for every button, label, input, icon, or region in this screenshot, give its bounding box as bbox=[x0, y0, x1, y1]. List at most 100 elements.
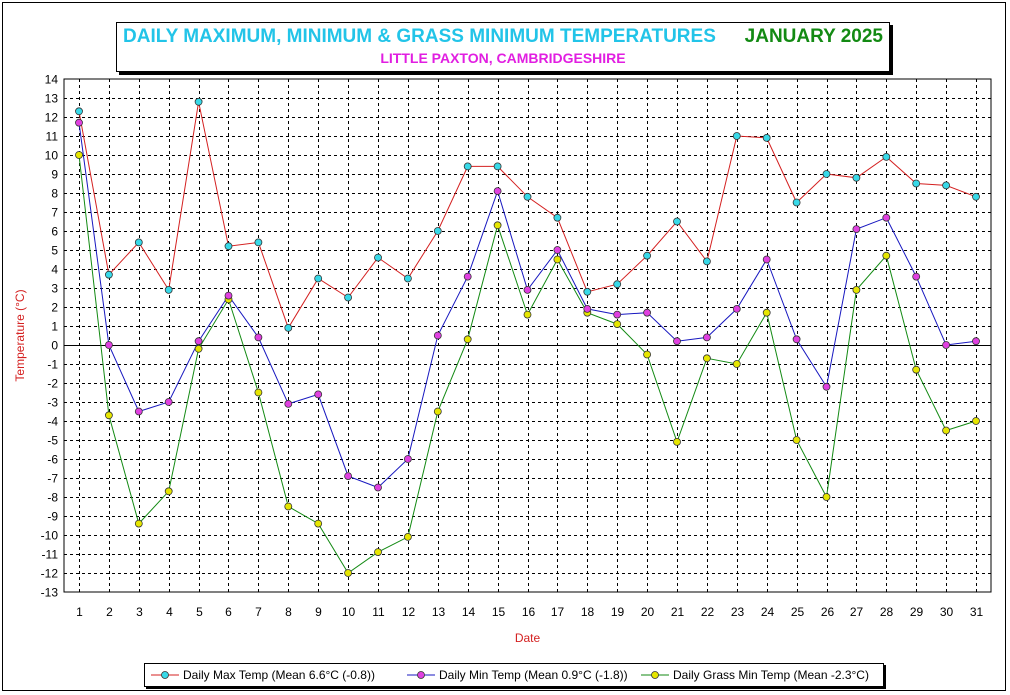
x-axis-label: Date bbox=[515, 631, 541, 645]
series-max-point bbox=[912, 179, 921, 188]
x-tick-label: 19 bbox=[611, 605, 625, 619]
series-min-point bbox=[942, 341, 950, 349]
x-tick-label: 25 bbox=[791, 605, 805, 619]
series-min-point bbox=[254, 333, 263, 342]
series-max-point bbox=[75, 107, 83, 116]
series-min-point bbox=[164, 398, 173, 406]
y-tick-label: -5 bbox=[47, 434, 58, 448]
y-tick-label: 7 bbox=[51, 206, 58, 220]
x-tick-label: 12 bbox=[402, 605, 416, 619]
series-max-point bbox=[314, 274, 323, 283]
series-max-point bbox=[703, 257, 711, 266]
series-min-point bbox=[523, 285, 532, 294]
legend-grass-swatch bbox=[641, 671, 669, 679]
legend: Daily Max Temp (Mean 6.6°C (-0.8)) Daily… bbox=[144, 663, 884, 687]
legend-min-label: Daily Min Temp (Mean 0.9°C (-1.8)) bbox=[439, 668, 628, 682]
y-tick-label: -1 bbox=[47, 358, 58, 372]
series-max-point bbox=[762, 133, 771, 142]
series-max-point bbox=[643, 251, 651, 260]
series-min-point bbox=[553, 246, 562, 254]
x-tick-label: 13 bbox=[432, 605, 446, 619]
series-max-point bbox=[852, 173, 861, 182]
y-tick-label: -10 bbox=[41, 529, 59, 543]
series-grass-point bbox=[463, 335, 472, 344]
series-grass-point bbox=[972, 417, 980, 425]
y-tick-label: 11 bbox=[46, 130, 59, 144]
y-tick-label: 3 bbox=[51, 282, 58, 296]
series-grass-point bbox=[374, 548, 382, 556]
x-tick-label: 14 bbox=[462, 605, 476, 619]
series-max-point bbox=[822, 170, 831, 178]
series-min-point bbox=[75, 118, 83, 127]
y-tick-label: 8 bbox=[51, 187, 58, 201]
series-max-point bbox=[224, 242, 233, 251]
series-grass-point bbox=[673, 437, 681, 446]
series-grass-point bbox=[493, 221, 502, 230]
series-max-point bbox=[493, 162, 502, 171]
x-tick-label: 31 bbox=[970, 605, 984, 619]
x-tick-label: 9 bbox=[315, 605, 322, 619]
series-max-point bbox=[523, 192, 532, 201]
series-grass-point bbox=[613, 320, 622, 329]
x-tick-label: 8 bbox=[285, 605, 292, 619]
y-tick-label: 12 bbox=[45, 111, 59, 125]
x-tick-label: 22 bbox=[701, 605, 715, 619]
series-grass-point bbox=[433, 407, 442, 416]
y-tick-label: -4 bbox=[47, 415, 58, 429]
series-min-point bbox=[912, 272, 921, 281]
series-min-point bbox=[852, 225, 861, 234]
series-max-point bbox=[284, 323, 293, 332]
legend-min-swatch bbox=[407, 671, 435, 679]
x-tick-label: 26 bbox=[821, 605, 835, 619]
y-tick-label: 14 bbox=[45, 73, 59, 87]
x-tick-label: 17 bbox=[551, 605, 565, 619]
series-grass-point bbox=[912, 365, 921, 374]
x-tick-label: 3 bbox=[136, 605, 143, 619]
y-tick-label: -3 bbox=[47, 396, 58, 410]
series-max-point bbox=[344, 293, 353, 302]
series-min-point bbox=[972, 337, 980, 346]
legend-max-label: Daily Max Temp (Mean 6.6°C (-0.8)) bbox=[183, 668, 375, 682]
series-min-point bbox=[314, 390, 323, 399]
legend-item-max: Daily Max Temp (Mean 6.6°C (-0.8)) bbox=[151, 664, 375, 686]
y-tick-label: -13 bbox=[41, 586, 59, 600]
series-grass-point bbox=[523, 310, 532, 319]
series-max-point bbox=[164, 285, 173, 294]
x-tick-label: 29 bbox=[910, 605, 924, 619]
series-min-point bbox=[194, 337, 203, 346]
series-min-point bbox=[762, 255, 771, 264]
x-tick-label: 11 bbox=[372, 605, 385, 619]
temperature-chart: -13-12-11-10-9-8-7-6-5-4-3-2-10123456789… bbox=[13, 73, 992, 645]
x-tick-label: 24 bbox=[761, 605, 775, 619]
x-tick-label: 30 bbox=[940, 605, 954, 619]
series-max-point bbox=[613, 280, 622, 289]
series-max-point bbox=[732, 132, 741, 140]
series-max-point bbox=[463, 162, 472, 171]
y-axis-label: Temperature (°C) bbox=[13, 289, 27, 381]
y-tick-label: -9 bbox=[47, 510, 58, 524]
series-grass-point bbox=[254, 388, 263, 397]
y-tick-label: 6 bbox=[51, 225, 58, 239]
series-max-point bbox=[882, 152, 891, 161]
series-grass-point bbox=[194, 344, 203, 353]
y-tick-label: -12 bbox=[41, 567, 59, 581]
series-min-point bbox=[613, 310, 622, 319]
series-max-point bbox=[105, 270, 113, 279]
series-min-point bbox=[882, 213, 891, 222]
series-max-point bbox=[942, 181, 950, 190]
series-min-point bbox=[822, 382, 831, 391]
series-grass-point bbox=[762, 308, 771, 317]
y-tick-label: -11 bbox=[42, 548, 59, 562]
legend-item-min: Daily Min Temp (Mean 0.9°C (-1.8)) bbox=[407, 664, 628, 686]
x-tick-label: 21 bbox=[671, 605, 685, 619]
y-tick-label: -2 bbox=[47, 377, 58, 391]
y-tick-label: 1 bbox=[51, 320, 58, 334]
series-min-point bbox=[134, 407, 143, 416]
x-tick-label: 16 bbox=[522, 605, 536, 619]
series-min-point bbox=[284, 399, 293, 408]
legend-grass-label: Daily Grass Min Temp (Mean -2.3°C) bbox=[673, 668, 869, 682]
series-min-point bbox=[403, 455, 412, 463]
series-max-point bbox=[972, 192, 980, 201]
x-tick-label: 15 bbox=[492, 605, 506, 619]
